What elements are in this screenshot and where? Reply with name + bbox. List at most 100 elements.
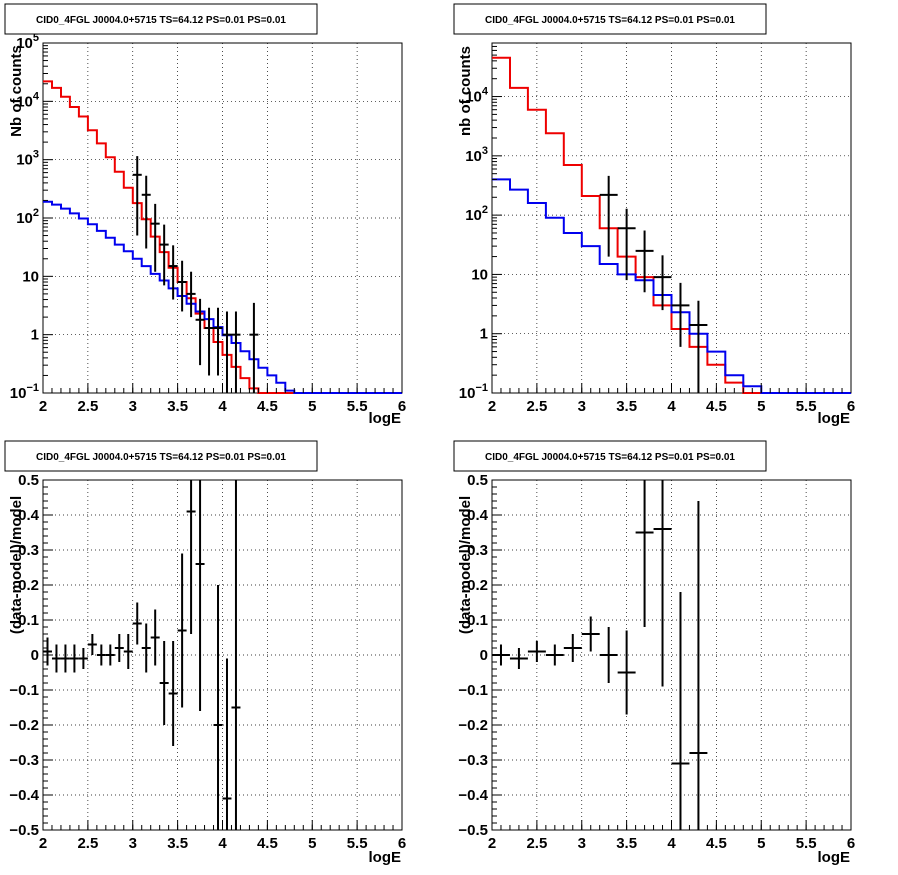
x-tick-label: 4.5 [257, 398, 278, 415]
x-tick-label: 3 [578, 835, 586, 852]
data-point [195, 298, 205, 366]
data-point [599, 175, 618, 257]
y-tick-label: −0.1 [458, 682, 488, 699]
x-tick-label: 4 [218, 835, 227, 852]
x-tick-label: 5.5 [796, 398, 817, 415]
data-point [213, 307, 223, 376]
data-point [599, 627, 618, 683]
data-point [186, 480, 196, 634]
data-point [69, 644, 79, 673]
chart-panel-residual-left: CID0_4FGL J0004.0+5715 TS=64.12 PS=0.01 … [4, 440, 406, 866]
data-point [78, 648, 88, 669]
y-tick-label: −0.2 [9, 717, 39, 734]
data-point [141, 175, 151, 249]
x-tick-label: 2 [488, 835, 496, 852]
x-tick-label: 4 [667, 835, 676, 852]
x-tick-label: 3.5 [616, 398, 637, 415]
data-point [186, 271, 196, 318]
data-point [51, 644, 61, 673]
data-point [132, 602, 142, 645]
y-tick-label: −0.3 [458, 752, 488, 769]
y-tick-label: 103 [16, 149, 39, 169]
chart-panel-residual-right: CID0_4FGL J0004.0+5715 TS=64.12 PS=0.01 … [453, 440, 855, 866]
data-point [231, 480, 241, 830]
x-tick-label: 5 [757, 835, 765, 852]
x-tick-label: 6 [847, 835, 855, 852]
data-point [509, 648, 528, 669]
x-tick-label: 4 [667, 398, 676, 415]
plot-title: CID0_4FGL J0004.0+5715 TS=64.12 PS=0.01 … [485, 452, 735, 463]
data-point [123, 634, 133, 669]
x-tick-label: 2.5 [526, 835, 547, 852]
data-point [213, 585, 223, 830]
data-point [222, 658, 232, 830]
y-axis-label: Nb of counts [8, 45, 25, 137]
x-tick-label: 3 [129, 835, 137, 852]
y-tick-label: 102 [465, 204, 488, 224]
y-tick-label: −0.2 [458, 717, 488, 734]
y-tick-label: 0.1 [18, 612, 39, 629]
plot-title: CID0_4FGL J0004.0+5715 TS=64.12 PS=0.01 … [36, 452, 286, 463]
y-tick-label: 0 [31, 647, 39, 664]
data-point [60, 644, 70, 673]
data-point [222, 311, 232, 393]
data-point [150, 609, 160, 666]
x-tick-label: 6 [398, 398, 406, 415]
plot-title: CID0_4FGL J0004.0+5715 TS=64.12 PS=0.01 … [485, 15, 735, 26]
y-tick-label: 1 [480, 326, 488, 343]
y-tick-label: 0.5 [467, 472, 488, 489]
histogram-series-0 [492, 56, 851, 394]
chart-panel-counts-left: CID0_4FGL J0004.0+5715 TS=64.12 PS=0.01 … [4, 3, 406, 427]
x-tick-label: 4 [218, 398, 227, 415]
x-tick-label: 2 [39, 398, 47, 415]
x-tick-label: 3 [578, 398, 586, 415]
data-point [105, 644, 115, 666]
y-tick-label: −0.4 [458, 787, 488, 804]
x-tick-label: 6 [398, 835, 406, 852]
x-tick-label: 5 [308, 835, 316, 852]
x-axis-label: logE [818, 849, 851, 866]
data-point [159, 641, 169, 725]
x-tick-label: 2.5 [77, 835, 98, 852]
y-axis-label: nb of counts [457, 46, 474, 136]
plot-title-box: CID0_4FGL J0004.0+5715 TS=64.12 PS=0.01 … [453, 3, 767, 35]
y-tick-label: 0.2 [467, 577, 488, 594]
x-tick-label: 2.5 [526, 398, 547, 415]
axis-ticks: 2 2.5 3 3.5 4 4.5 5 5.5 6 −0.5 −0.4 −0.3 −0.2 −0.1 0 0.… [9, 472, 406, 852]
plot-marks [492, 56, 851, 394]
data-point [581, 616, 600, 652]
data-point [43, 637, 52, 666]
data-point [168, 641, 178, 746]
data-point [635, 480, 654, 627]
x-tick-label: 2 [488, 398, 496, 415]
y-tick-label: −0.5 [458, 822, 488, 839]
data-point [87, 634, 97, 655]
data-point [150, 203, 160, 272]
x-axis-label: logE [369, 849, 402, 866]
data-point [114, 634, 124, 662]
y-tick-label: 0.3 [467, 542, 488, 559]
y-tick-label: 10−1 [459, 382, 488, 402]
y-tick-label: 0 [480, 647, 488, 664]
data-point [635, 230, 654, 293]
x-tick-label: 5.5 [347, 398, 368, 415]
x-tick-label: 5.5 [347, 835, 368, 852]
y-tick-label: 0.5 [18, 472, 39, 489]
x-tick-label: 5.5 [796, 835, 817, 852]
plot-title: CID0_4FGL J0004.0+5715 TS=64.12 PS=0.01 … [36, 15, 286, 26]
y-tick-label: 0.4 [467, 507, 489, 524]
y-tick-label: 104 [465, 86, 489, 106]
data-point [617, 208, 636, 281]
data-point [689, 300, 708, 393]
x-tick-label: 3.5 [167, 398, 188, 415]
data-point [159, 224, 169, 286]
data-point [141, 623, 151, 673]
x-axis-label: logE [369, 410, 402, 427]
y-tick-label: −0.4 [9, 787, 39, 804]
x-axis-label: logE [818, 410, 851, 427]
data-point [689, 501, 708, 830]
histogram-series-1 [43, 200, 402, 394]
plot-marks [43, 80, 402, 394]
x-tick-label: 6 [847, 398, 855, 415]
